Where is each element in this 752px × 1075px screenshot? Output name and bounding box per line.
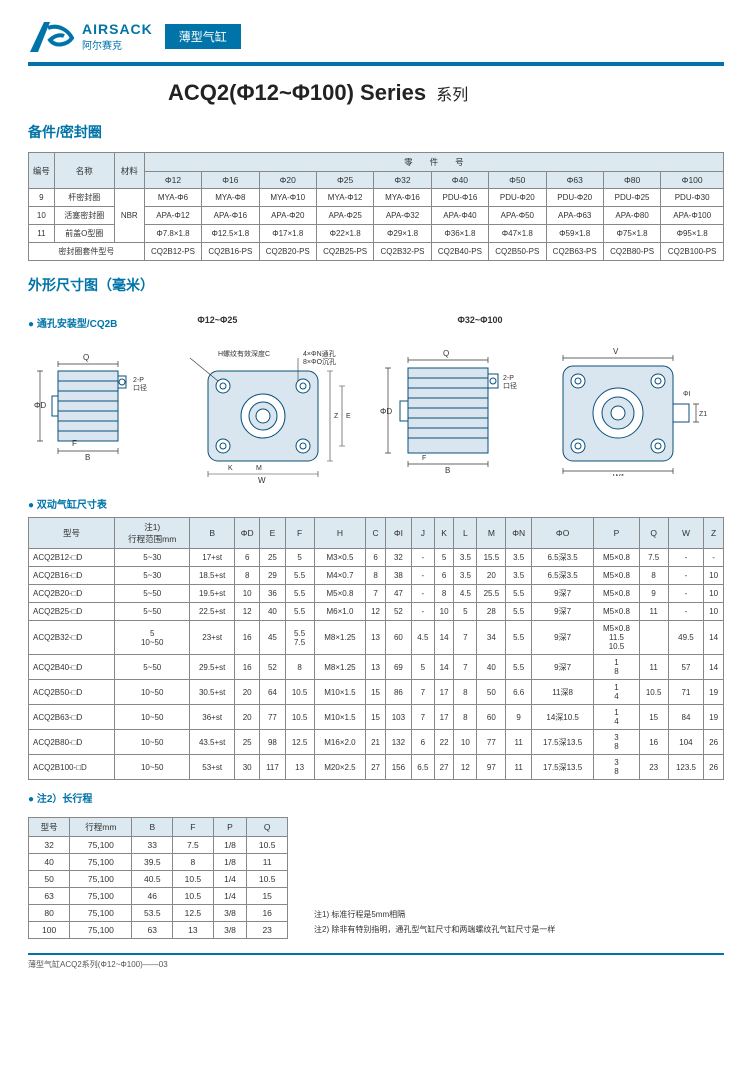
logo-mark-icon (28, 18, 76, 54)
logo-cn: 阿尔赛克 (82, 37, 153, 52)
th: Φ80 (603, 172, 660, 189)
svg-text:V: V (613, 347, 619, 356)
svg-text:W1: W1 (613, 473, 626, 476)
th: Φ32 (374, 172, 431, 189)
note-2: 注2) 除非有特别指明，通孔型气缸尺寸和两端螺纹孔气缸尺寸是一样 (314, 924, 555, 935)
svg-text:H螺纹有效深度C: H螺纹有效深度C (218, 349, 270, 358)
th: 零 件 号 (144, 153, 723, 172)
diagram-labels-row: ● 通孔安装型/CQ2B Φ12~Φ25 Φ32~Φ100 (28, 305, 724, 336)
svg-text:2-P: 2-P (133, 377, 144, 384)
svg-text:M: M (256, 465, 262, 472)
svg-text:Q: Q (443, 349, 449, 358)
title-model: ACQ2 (168, 80, 229, 105)
svg-text:口径: 口径 (503, 381, 517, 390)
kit-label: 密封圈套件型号 (29, 243, 145, 261)
logo: AIRSACK 阿尔赛克 (28, 18, 153, 54)
dims-table: 型号注1)行程范围mmBΦDEFHCΦIJKLMΦNΦOPQWZACQ2B12-… (28, 517, 724, 780)
diag-label-b: Φ12~Φ25 (197, 315, 237, 336)
diagrams-row: Q ΦD 2-P 口径 B F H螺纹有效深度C 4×ΦN通孔 8×ΦO沉孔 W… (28, 346, 724, 486)
svg-text:ΦI: ΦI (683, 391, 691, 398)
logo-en: AIRSACK (82, 21, 153, 37)
svg-text:8×ΦO沉孔: 8×ΦO沉孔 (303, 358, 336, 366)
header-rule (28, 62, 724, 66)
svg-text:口径: 口径 (133, 383, 147, 392)
svg-text:4×ΦN通孔: 4×ΦN通孔 (303, 349, 336, 358)
long-stroke-row: 型号行程mmBFPQ3275,100337.51/810.54075,10039… (28, 811, 724, 939)
th: 材料 (114, 153, 144, 189)
th: Φ50 (489, 172, 546, 189)
diagram-side-small: Q ΦD 2-P 口径 B F (28, 346, 158, 466)
th: Φ63 (546, 172, 603, 189)
th: Φ12 (144, 172, 201, 189)
th: Φ20 (259, 172, 316, 189)
svg-text:K: K (228, 465, 233, 472)
diagram-front-large: V W1 Z1 ΦI (538, 346, 708, 476)
svg-text:B: B (445, 466, 450, 475)
footer-text: 薄型气缸ACQ2系列(Φ12~Φ100)——03 (28, 959, 724, 970)
svg-text:B: B (85, 453, 90, 462)
th: Φ25 (316, 172, 373, 189)
th: Φ16 (202, 172, 259, 189)
section-dims-title: 外形尺寸图（毫米） (28, 275, 724, 295)
svg-text:ΦD: ΦD (34, 401, 46, 410)
svg-text:W: W (258, 476, 266, 485)
diagram-side-large: Q ΦD 2-P 口径 B F (378, 346, 528, 476)
page-title: ACQ2(Φ12~Φ100) Series 系列 (168, 80, 724, 106)
footer-rule (28, 953, 724, 955)
page: AIRSACK 阿尔赛克 薄型气缸 ACQ2(Φ12~Φ100) Series … (0, 0, 752, 988)
svg-text:ΦD: ΦD (380, 407, 392, 416)
bullet-dims-table: ● 双动气缸尺寸表 (28, 496, 724, 511)
section-parts-title: 备件/密封圈 (28, 122, 724, 142)
svg-text:F: F (422, 455, 426, 462)
th: 名称 (54, 153, 114, 189)
header: AIRSACK 阿尔赛克 薄型气缸 (28, 18, 724, 54)
diag-label-a: ● 通孔安装型/CQ2B (28, 315, 117, 330)
svg-text:E: E (346, 413, 351, 420)
diagram-front-small: H螺纹有效深度C 4×ΦN通孔 8×ΦO沉孔 W K M Z E (168, 346, 368, 486)
product-badge: 薄型气缸 (165, 24, 241, 49)
th: Φ100 (661, 172, 724, 189)
parts-table: 编号 名称 材料 零 件 号 Φ12Φ16Φ20Φ25Φ32Φ40Φ50Φ63Φ… (28, 152, 724, 261)
th: 编号 (29, 153, 55, 189)
th: Φ40 (431, 172, 488, 189)
title-series-en: Series (360, 80, 426, 105)
diag-label-c: Φ32~Φ100 (457, 315, 502, 336)
svg-text:Z1: Z1 (699, 411, 707, 418)
svg-text:2-P: 2-P (503, 375, 514, 382)
title-series-cn: 系列 (436, 87, 468, 104)
svg-text:Z: Z (334, 413, 339, 420)
logo-text: AIRSACK 阿尔赛克 (82, 21, 153, 52)
note-1: 注1) 标准行程是5mm相隔 (314, 909, 555, 920)
title-range: (Φ12~Φ100) (229, 80, 354, 105)
long-stroke-table: 型号行程mmBFPQ3275,100337.51/810.54075,10039… (28, 817, 288, 939)
bullet-long-stroke: ● 注2）长行程 (28, 790, 724, 805)
notes: 注1) 标准行程是5mm相隔 注2) 除非有特别指明，通孔型气缸尺寸和两端螺纹孔… (314, 905, 555, 939)
svg-text:Q: Q (83, 353, 89, 362)
svg-text:F: F (72, 439, 77, 448)
